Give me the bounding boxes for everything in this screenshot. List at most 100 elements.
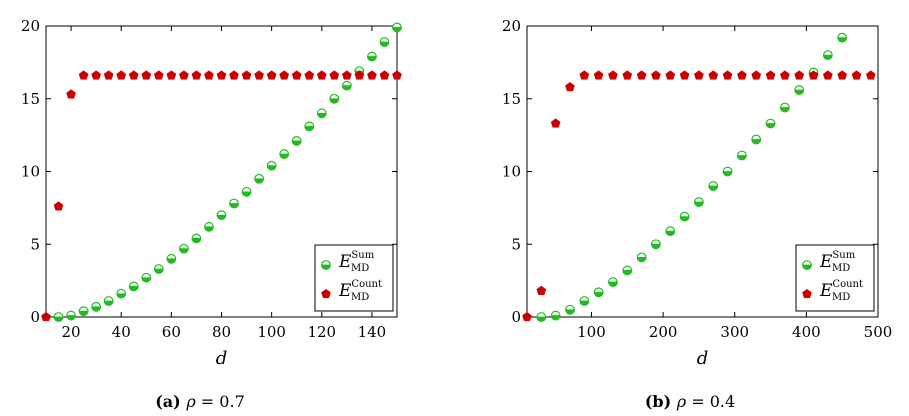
data-point-count	[291, 70, 302, 80]
data-point-count	[329, 70, 340, 80]
legend-box	[795, 244, 875, 312]
data-point-sum	[229, 198, 239, 209]
y-tick-label: 15	[502, 90, 521, 108]
x-tick-label: 100	[577, 323, 606, 341]
data-point-sum	[708, 181, 719, 191]
data-point-count	[266, 70, 277, 80]
data-point-count	[536, 285, 547, 295]
data-point-count	[41, 311, 51, 322]
data-point-sum	[379, 37, 390, 47]
data-point-sum	[304, 121, 315, 132]
data-point-count	[737, 70, 747, 80]
data-point-sum	[550, 310, 561, 321]
data-point-sum	[153, 264, 164, 274]
legend-sum-label: ESum MD	[338, 250, 375, 274]
legend-count-marker	[802, 288, 812, 299]
data-point-sum	[822, 50, 833, 60]
data-point-count	[216, 70, 227, 80]
chart-panel-b: 0 5 10 15 20 100 200 300 400 500 d ESum MD ECount MD (b…	[502, 17, 892, 411]
legend-count-label: ECount MD	[819, 279, 863, 303]
data-point-sum	[254, 173, 265, 184]
data-point-sum	[622, 265, 633, 276]
data-point-sum	[694, 197, 704, 207]
legend-count-label: ECount MD	[338, 279, 382, 303]
data-point-count	[354, 70, 365, 80]
data-point-sum	[751, 134, 762, 145]
data-point-sum	[608, 277, 618, 287]
data-point-count	[808, 70, 819, 80]
data-point-count	[279, 70, 290, 80]
legend-box	[314, 244, 394, 312]
data-point-count	[780, 70, 790, 80]
y-tick-label: 5	[511, 235, 521, 253]
data-point-count	[392, 70, 402, 80]
data-point-count	[316, 70, 327, 80]
data-point-sum	[392, 22, 402, 33]
data-point-count	[665, 70, 676, 80]
data-point-sum	[329, 93, 340, 104]
legend-count-marker	[321, 288, 331, 299]
data-point-sum	[593, 287, 604, 298]
data-point-count	[651, 70, 661, 80]
x-tick-label: 400	[792, 323, 821, 341]
x-axis-label: d	[697, 348, 709, 369]
data-point-count	[579, 70, 590, 80]
y-tick-label: 10	[502, 163, 521, 181]
x-tick-label: 200	[649, 323, 678, 341]
data-point-count	[103, 70, 114, 80]
data-point-count	[241, 70, 252, 80]
data-point-count	[851, 70, 862, 80]
data-point-sum	[66, 310, 76, 321]
data-point-sum	[579, 296, 590, 306]
data-point-count	[116, 70, 127, 80]
data-point-count	[608, 70, 618, 80]
caption: (a) ρ = 0.7	[155, 392, 245, 411]
x-tick-label: 140	[358, 323, 387, 341]
data-point-sum	[679, 211, 690, 222]
data-point-sum	[216, 210, 227, 221]
x-tick-label: 500	[864, 323, 893, 341]
data-point-sum	[279, 149, 290, 159]
y-tick-label: 0	[30, 308, 40, 326]
legend-sum-marker	[802, 260, 812, 270]
data-point-count	[636, 70, 647, 80]
data-point-count	[550, 118, 561, 128]
data-point-sum	[565, 304, 575, 315]
data-point-sum	[794, 85, 805, 95]
data-point-count	[78, 70, 89, 80]
x-tick-label: 20	[62, 323, 81, 341]
y-tick-label: 20	[21, 17, 40, 35]
data-point-count	[304, 70, 315, 80]
data-point-count	[765, 70, 776, 80]
data-point-sum	[128, 281, 139, 292]
data-point-count	[229, 70, 239, 80]
data-point-count	[91, 70, 102, 80]
x-tick-label: 120	[307, 323, 336, 341]
y-tick-label: 0	[511, 308, 521, 326]
data-point-sum	[204, 221, 214, 232]
data-point-sum	[191, 233, 202, 244]
data-point-sum	[53, 312, 64, 322]
chart-panel-a: 0 5 10 15 20 20 40 60 80 100 120 140 d ESum MD ECount MD…	[21, 17, 402, 411]
x-tick-label: 60	[162, 323, 181, 341]
y-tick-label: 15	[21, 90, 40, 108]
data-point-sum	[178, 243, 189, 254]
y-tick-label: 20	[502, 17, 521, 35]
y-tick-label: 10	[21, 163, 40, 181]
legend: ESum MD ECount MD	[314, 244, 394, 312]
data-point-sum	[651, 239, 661, 250]
data-point-count	[865, 70, 876, 80]
data-point-count	[66, 89, 76, 99]
data-point-count	[822, 70, 833, 80]
data-point-count	[191, 70, 202, 80]
data-point-count	[254, 70, 264, 80]
data-point-count	[565, 82, 575, 92]
x-tick-label: 80	[212, 323, 231, 341]
data-point-sum	[665, 226, 676, 237]
data-point-count	[341, 70, 352, 80]
data-point-sum	[103, 296, 114, 306]
data-point-sum	[141, 272, 152, 283]
data-point-count	[622, 70, 633, 80]
data-point-count	[166, 70, 177, 80]
